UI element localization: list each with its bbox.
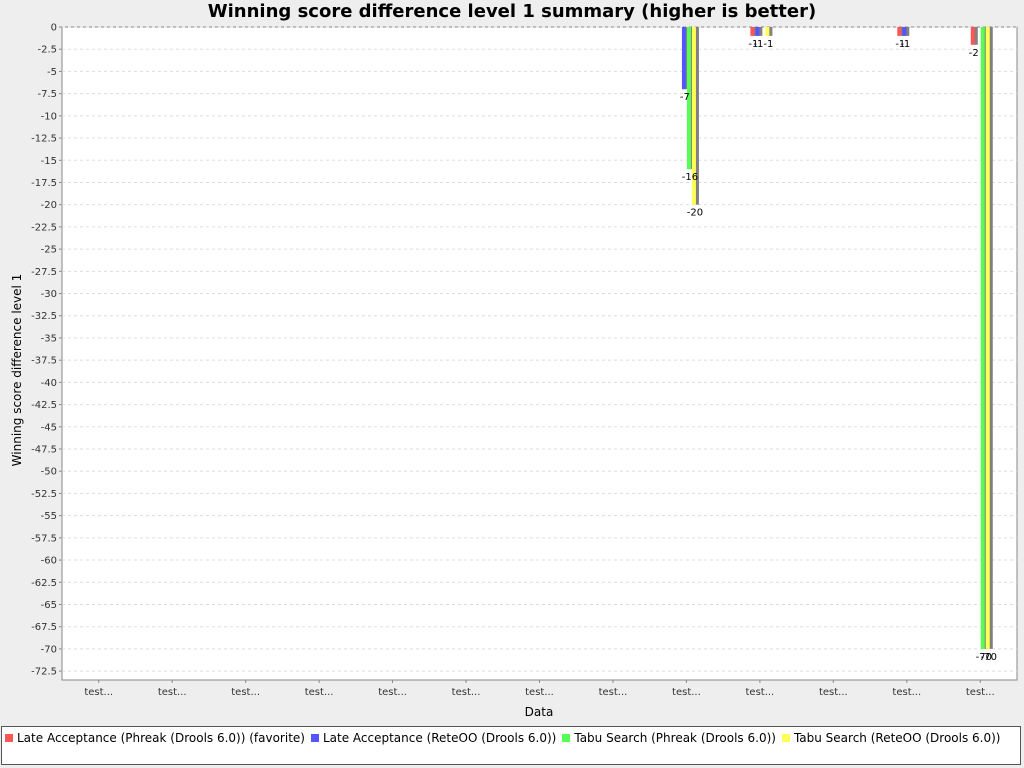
y-tick-label: -55: [41, 511, 57, 522]
y-tick-label: -50: [41, 467, 57, 478]
x-tick-label: test...: [672, 687, 701, 698]
x-tick-label: test...: [892, 687, 921, 698]
y-tick-label: -62.5: [31, 578, 57, 589]
y-tick-label: -22.5: [31, 222, 57, 233]
y-axis-label: Winning score difference level 1: [10, 274, 24, 467]
y-tick-label: -70: [41, 644, 57, 655]
legend-label: Tabu Search (Phreak (Drools 6.0)): [574, 731, 776, 745]
y-axis-ticks: 0 -2.5 -5 -7.5 -10 -12.5 -15 -17.5 -20 -22.5 -25 -2…: [31, 23, 62, 678]
legend: Late Acceptance (Phreak (Drools 6.0)) (f…: [1, 726, 1021, 765]
legend-label: Late Acceptance (Phreak (Drools 6.0)) (f…: [17, 731, 305, 745]
legend-item: Late Acceptance (Phreak (Drools 6.0)) (f…: [5, 729, 305, 747]
y-tick-label: 0: [51, 23, 57, 34]
data-label: -1: [900, 39, 910, 50]
y-tick-label: -15: [41, 156, 57, 167]
y-tick-label: -57.5: [31, 533, 57, 544]
data-label: -16: [682, 172, 698, 183]
bar: [985, 27, 990, 649]
legend-swatch: [310, 734, 319, 742]
y-tick-label: -52.5: [31, 489, 57, 500]
legend-swatch: [781, 734, 790, 742]
legend-swatch: [562, 734, 571, 742]
bar-shadow: [694, 27, 699, 205]
y-tick-label: -60: [41, 556, 57, 567]
bar: [755, 27, 760, 36]
bar: [902, 27, 907, 36]
x-tick-label: test...: [158, 687, 187, 698]
data-label: -1: [763, 39, 773, 50]
y-tick-label: -35: [41, 333, 57, 344]
bar-shadow: [973, 27, 978, 45]
data-label: -1: [895, 39, 905, 50]
x-tick-label: test...: [84, 687, 113, 698]
x-axis-label: Data: [525, 705, 554, 719]
bar: [686, 27, 691, 170]
bar-shadow: [905, 27, 910, 36]
chart-plot: 0 -2.5 -5 -7.5 -10 -12.5 -15 -17.5 -20 -22.5 -25 -2…: [10, 23, 1018, 719]
bar: [980, 27, 985, 649]
y-tick-label: -37.5: [31, 356, 57, 367]
y-tick-label: -42.5: [31, 400, 57, 411]
y-tick-label: -32.5: [31, 311, 57, 322]
legend-label: Late Acceptance (ReteOO (Drools 6.0)): [322, 731, 557, 745]
data-labels: -7-16-20-1-1 -1 -1-1-2-70-70: [680, 39, 997, 663]
bar: [765, 27, 770, 36]
bar: [750, 27, 755, 36]
x-tick-label: test...: [819, 687, 848, 698]
x-tick-label: test...: [746, 687, 775, 698]
y-tick-label: -65: [41, 600, 57, 611]
data-label: -1: [748, 39, 758, 50]
bar: [897, 27, 902, 36]
x-axis-ticks: test... test... test... test... test... test.…: [84, 680, 995, 698]
y-tick-label: -40: [41, 378, 57, 389]
y-tick-label: -20: [41, 200, 57, 211]
data-label: -7: [680, 92, 690, 103]
y-tick-label: -10: [41, 111, 57, 122]
y-tick-label: -67.5: [31, 622, 57, 633]
y-tick-label: -27.5: [31, 267, 57, 278]
x-tick-label: test...: [378, 687, 407, 698]
data-label: -2: [969, 48, 979, 59]
legend-item: Tabu Search (ReteOO (Drools 6.0)): [781, 729, 1001, 747]
bar: [691, 27, 696, 205]
x-tick-label: test...: [599, 687, 628, 698]
x-tick-label: test...: [525, 687, 554, 698]
bar: [970, 27, 975, 45]
data-label: -70: [981, 652, 997, 663]
data-label: -20: [687, 208, 703, 219]
x-tick-label: test...: [966, 687, 995, 698]
y-tick-label: -2.5: [37, 45, 57, 56]
y-tick-label: -17.5: [31, 178, 57, 189]
x-tick-label: test...: [231, 687, 260, 698]
data-label: -1: [753, 39, 763, 50]
x-tick-label: test...: [452, 687, 481, 698]
bar-shadow: [758, 27, 763, 36]
legend-label: Tabu Search (ReteOO (Drools 6.0)): [793, 731, 1001, 745]
plot-area: [61, 26, 1018, 681]
chart-title: Winning score difference level 1 summary…: [207, 1, 817, 22]
bar-shadow: [768, 27, 773, 36]
bar: [681, 27, 686, 90]
y-tick-label: -12.5: [31, 134, 57, 145]
x-tick-label: test...: [305, 687, 334, 698]
y-tick-label: -30: [41, 289, 57, 300]
legend-item: Late Acceptance (ReteOO (Drools 6.0)): [310, 729, 557, 747]
y-tick-label: -47.5: [31, 445, 57, 456]
y-tick-label: -7.5: [37, 89, 57, 100]
y-tick-label: -72.5: [31, 667, 57, 678]
data-label: -70: [976, 652, 992, 663]
bar-shadow: [988, 27, 993, 649]
legend-item: Tabu Search (Phreak (Drools 6.0)): [562, 729, 776, 747]
y-tick-label: -45: [41, 422, 57, 433]
y-tick-label: -5: [47, 67, 57, 78]
bars: [681, 27, 993, 649]
y-tick-label: -25: [41, 245, 57, 256]
legend-swatch: [5, 734, 13, 742]
